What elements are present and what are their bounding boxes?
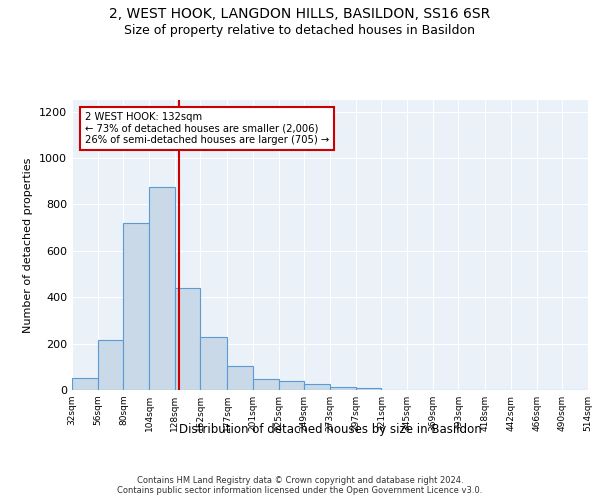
Bar <box>227 366 253 390</box>
Bar <box>200 336 227 390</box>
Bar <box>98 340 124 390</box>
Text: 2 WEST HOOK: 132sqm
← 73% of detached houses are smaller (2,006)
26% of semi-det: 2 WEST HOOK: 132sqm ← 73% of detached ho… <box>85 112 329 145</box>
Bar <box>149 187 175 390</box>
Bar <box>72 378 98 390</box>
Text: 2, WEST HOOK, LANGDON HILLS, BASILDON, SS16 6SR: 2, WEST HOOK, LANGDON HILLS, BASILDON, S… <box>109 8 491 22</box>
Bar <box>278 382 304 390</box>
Text: Contains HM Land Registry data © Crown copyright and database right 2024.
Contai: Contains HM Land Registry data © Crown c… <box>118 476 482 495</box>
Bar <box>356 388 382 390</box>
Bar <box>124 223 149 390</box>
Bar <box>175 288 200 390</box>
Text: Size of property relative to detached houses in Basildon: Size of property relative to detached ho… <box>125 24 476 37</box>
Bar <box>304 384 330 390</box>
Text: Distribution of detached houses by size in Basildon: Distribution of detached houses by size … <box>179 422 481 436</box>
Bar <box>253 379 278 390</box>
Bar <box>330 386 356 390</box>
Y-axis label: Number of detached properties: Number of detached properties <box>23 158 34 332</box>
